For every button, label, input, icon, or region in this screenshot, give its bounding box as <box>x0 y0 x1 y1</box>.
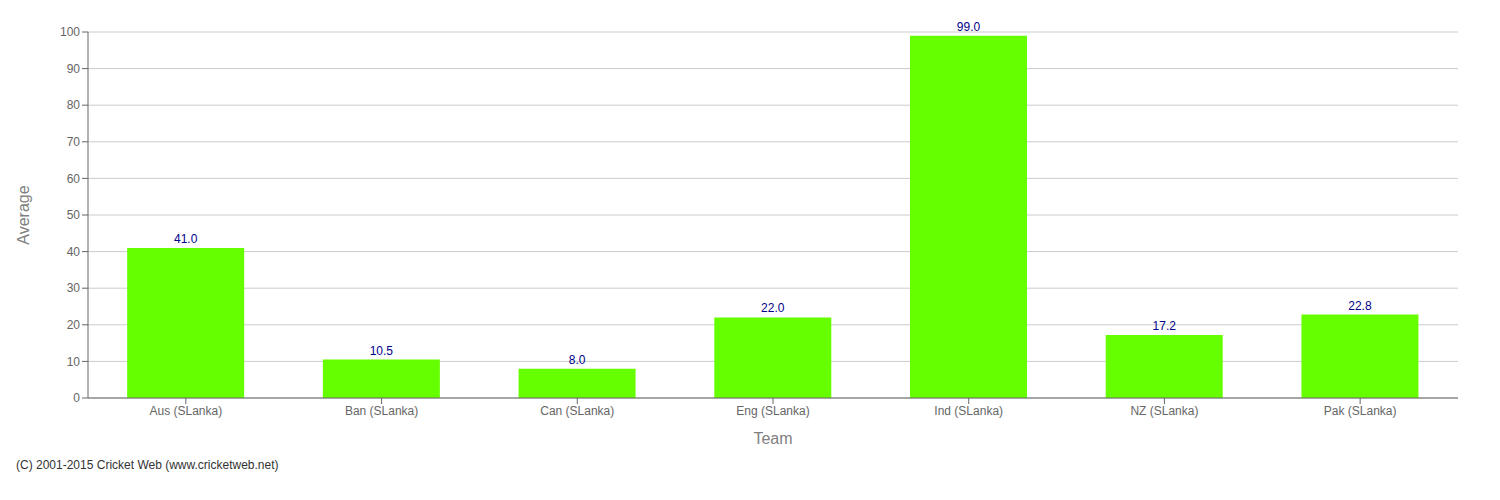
svg-text:99.0: 99.0 <box>957 20 981 34</box>
svg-text:Can (SLanka): Can (SLanka) <box>540 404 614 418</box>
svg-text:41.0: 41.0 <box>174 232 198 246</box>
svg-text:Average: Average <box>15 185 32 244</box>
svg-text:Team: Team <box>753 430 792 447</box>
svg-text:Eng (SLanka): Eng (SLanka) <box>736 404 809 418</box>
svg-text:50: 50 <box>67 208 81 222</box>
svg-text:17.2: 17.2 <box>1153 319 1177 333</box>
svg-text:8.0: 8.0 <box>569 353 586 367</box>
svg-text:22.8: 22.8 <box>1348 299 1372 313</box>
svg-text:40: 40 <box>67 245 81 259</box>
svg-text:10.5: 10.5 <box>370 344 394 358</box>
svg-text:Ind (SLanka): Ind (SLanka) <box>934 404 1003 418</box>
svg-text:0: 0 <box>73 391 80 405</box>
svg-text:NZ (SLanka): NZ (SLanka) <box>1130 404 1198 418</box>
svg-text:60: 60 <box>67 172 81 186</box>
svg-text:100: 100 <box>60 25 80 39</box>
svg-text:Aus (SLanka): Aus (SLanka) <box>150 404 223 418</box>
svg-text:10: 10 <box>67 355 81 369</box>
svg-text:Pak (SLanka): Pak (SLanka) <box>1324 404 1397 418</box>
svg-text:90: 90 <box>67 62 81 76</box>
svg-text:20: 20 <box>67 318 81 332</box>
svg-text:80: 80 <box>67 98 81 112</box>
html-text:(C) 2001-2015 Cricket Web (www: (C) 2001-2015 Cricket Web (www.cricketwe… <box>16 458 279 472</box>
svg-text:30: 30 <box>67 281 81 295</box>
svg-text:22.0: 22.0 <box>761 301 785 315</box>
svg-text:Ban (SLanka): Ban (SLanka) <box>345 404 418 418</box>
svg-text:70: 70 <box>67 135 81 149</box>
